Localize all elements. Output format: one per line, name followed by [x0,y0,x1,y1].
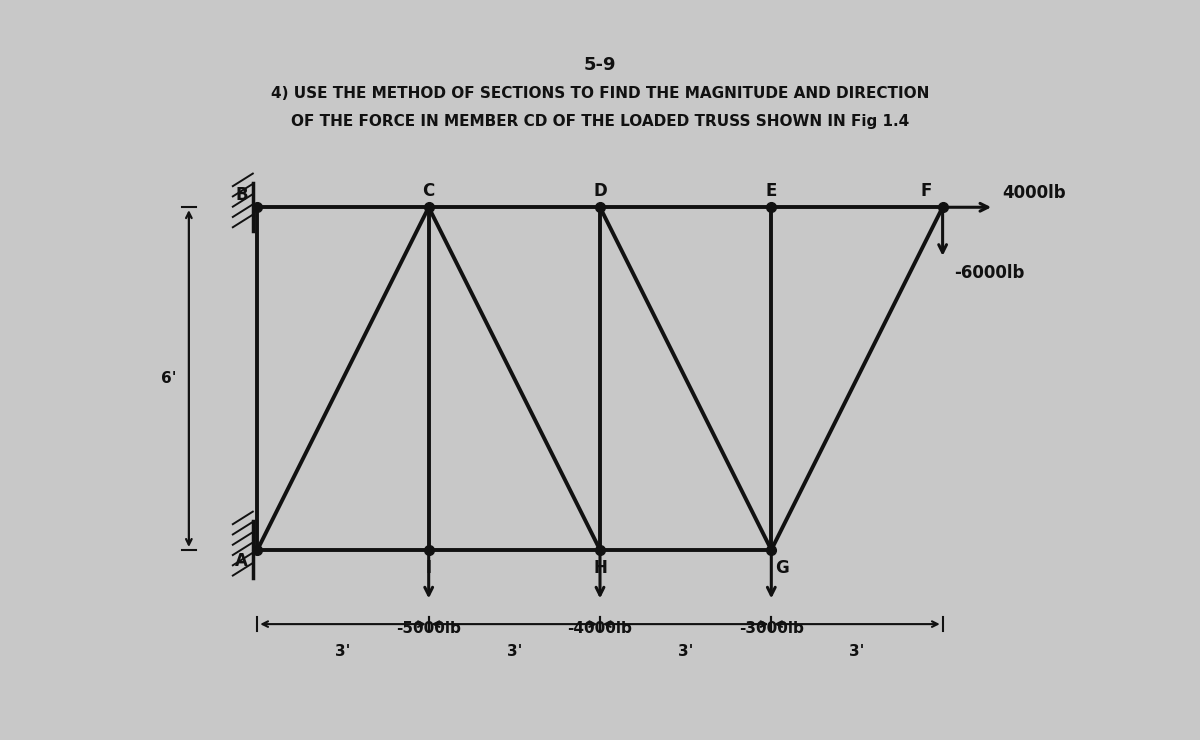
Text: D: D [593,182,607,201]
Text: E: E [766,182,776,201]
Text: F: F [920,182,932,201]
Text: 4000lb: 4000lb [1002,184,1066,202]
Text: -3000lb: -3000lb [739,622,804,636]
Text: G: G [775,559,788,577]
Text: 3': 3' [506,644,522,659]
Text: B: B [235,186,247,204]
Text: H: H [593,559,607,577]
Text: 3': 3' [678,644,694,659]
Text: I: I [426,559,432,577]
Text: -4000lb: -4000lb [568,622,632,636]
Text: 6': 6' [161,371,176,386]
Text: 3': 3' [335,644,350,659]
Text: 3': 3' [850,644,865,659]
Text: -6000lb: -6000lb [954,264,1025,283]
Text: OF THE FORCE IN MEMBER CD OF THE LOADED TRUSS SHOWN IN Fig 1.4: OF THE FORCE IN MEMBER CD OF THE LOADED … [290,114,910,129]
Text: 5-9: 5-9 [583,56,617,73]
Text: -5000lb: -5000lb [396,622,461,636]
Text: A: A [235,552,248,571]
Text: 4) USE THE METHOD OF SECTIONS TO FIND THE MAGNITUDE AND DIRECTION: 4) USE THE METHOD OF SECTIONS TO FIND TH… [271,86,929,101]
Text: C: C [422,182,434,201]
